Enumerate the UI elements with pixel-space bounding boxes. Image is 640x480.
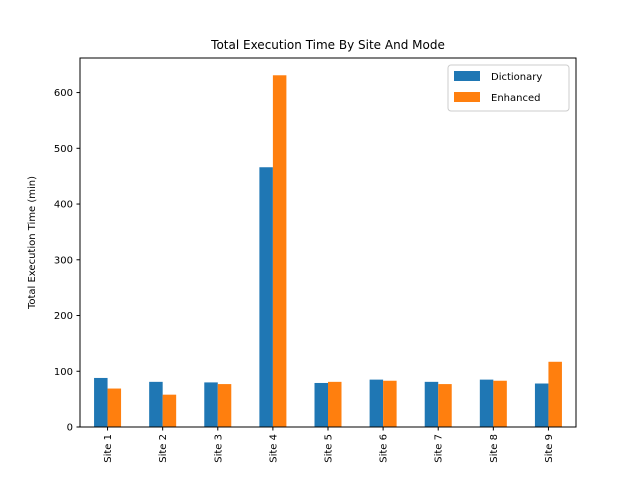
legend-label-enhanced: Enhanced (491, 93, 540, 104)
x-tick-label-site-1: Site 1 (103, 434, 114, 463)
y-tick-label: 400 (54, 200, 73, 211)
bar-enhanced-site-5 (328, 381, 342, 427)
x-tick-label-site-9: Site 9 (544, 434, 555, 463)
legend: Dictionary Enhanced (447, 64, 570, 112)
x-tick-label-site-7: Site 7 (434, 434, 445, 463)
legend-label-dictionary: Dictionary (491, 72, 542, 83)
x-axis-ticks: Site 1 Site 2 Site 3 Site 4 Site 5 Site 6 Site… (103, 427, 555, 463)
bar-dictionary-site-8 (479, 379, 494, 427)
bar-dictionary-site-4 (259, 167, 273, 427)
bar-dictionary-site-3 (204, 382, 218, 427)
x-tick-label-site-6: Site 6 (379, 434, 390, 463)
y-tick-label: 100 (54, 367, 73, 378)
bar-enhanced-site-1 (107, 388, 122, 427)
y-axis-title: Total Execution Time (min) (27, 176, 38, 310)
bar-enhanced-site-4 (272, 75, 287, 427)
y-tick-label: 300 (54, 255, 73, 266)
y-axis-ticks: 0 100 200 300 400 500 600 (54, 88, 80, 434)
bar-dictionary-site-7 (424, 381, 439, 427)
y-tick-label: 500 (54, 144, 73, 155)
x-tick-label-site-4: Site 4 (268, 434, 279, 463)
x-tick-label-site-2: Site 2 (158, 434, 169, 463)
bar-enhanced-site-2 (162, 394, 177, 427)
bar-enhanced-site-9 (548, 361, 562, 427)
bar-enhanced-site-3 (217, 384, 232, 427)
x-tick-label-site-8: Site 8 (489, 434, 500, 463)
bar-enhanced-site-8 (493, 380, 507, 427)
bar-dictionary-site-5 (314, 382, 328, 427)
y-tick-label: 0 (67, 423, 73, 434)
bar-enhanced-site-7 (438, 384, 452, 427)
chart-title: Total Execution Time By Site And Mode (210, 38, 445, 52)
bars-layer (94, 75, 562, 427)
legend-swatch-dictionary (454, 71, 480, 81)
bar-enhanced-site-6 (383, 380, 397, 427)
x-tick-label-site-3: Site 3 (213, 434, 224, 463)
x-tick-label-site-5: Site 5 (324, 434, 335, 463)
y-tick-label: 600 (54, 88, 73, 99)
y-tick-label: 200 (54, 311, 73, 322)
bar-dictionary-site-2 (149, 381, 163, 427)
legend-swatch-enhanced (454, 92, 480, 102)
bar-dictionary-site-1 (94, 377, 108, 427)
bar-dictionary-site-6 (369, 379, 384, 427)
plot-frame (79, 57, 577, 428)
bar-dictionary-site-9 (534, 383, 549, 427)
